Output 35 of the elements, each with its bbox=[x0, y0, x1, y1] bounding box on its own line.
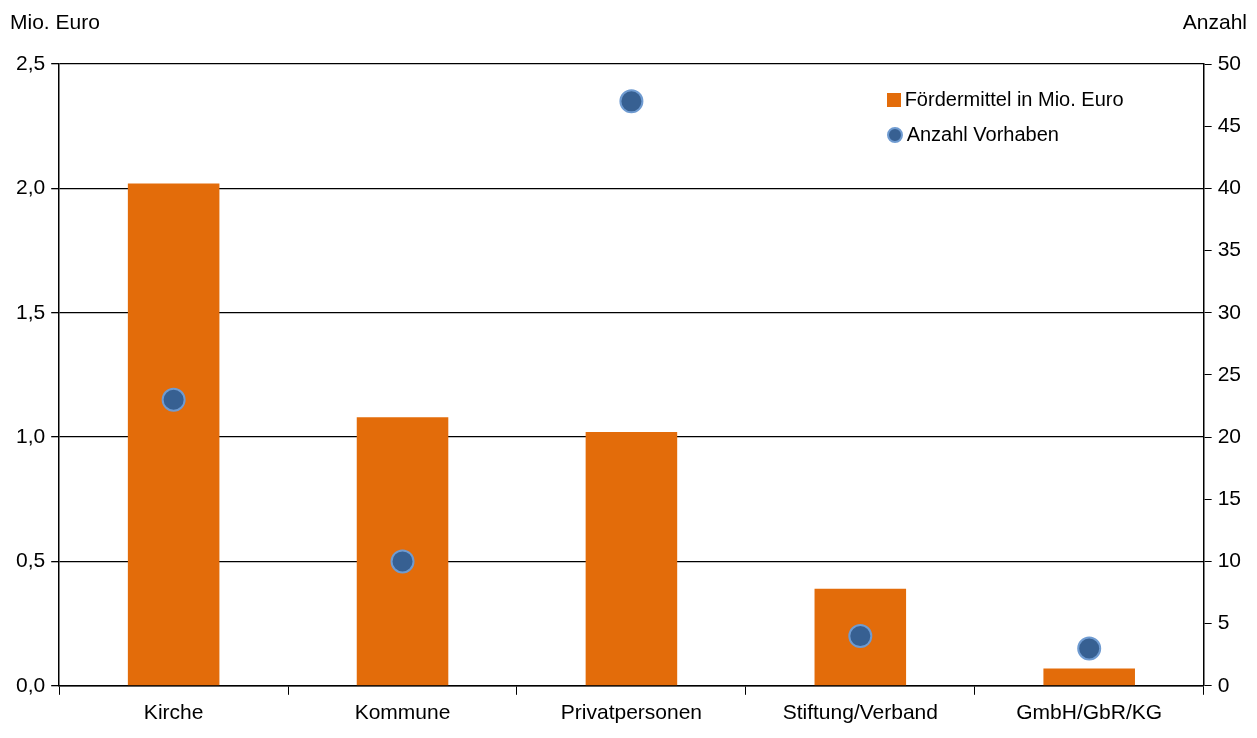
y2-axis-title: Anzahl bbox=[1182, 10, 1247, 34]
point bbox=[161, 387, 186, 412]
legend-label: Fördermittel in Mio. Euro bbox=[904, 88, 1124, 111]
y-tick-label: 1,0 bbox=[15, 423, 46, 447]
bar bbox=[127, 183, 220, 686]
y2-tick-label: 45 bbox=[1217, 112, 1241, 136]
y2-tick-label: 25 bbox=[1217, 361, 1241, 385]
x-tick-label: Privatpersonen bbox=[560, 700, 703, 724]
y-tick-label: 0,0 bbox=[15, 672, 46, 696]
y2-tick-label: 20 bbox=[1217, 423, 1241, 447]
y-tick-label: 1,5 bbox=[15, 299, 46, 323]
bar bbox=[1043, 668, 1135, 686]
y2-tick-label: 35 bbox=[1217, 237, 1241, 261]
y2-tick-label: 10 bbox=[1217, 548, 1241, 572]
y2-tick-label: 50 bbox=[1217, 50, 1241, 74]
x-tick-label: Kommune bbox=[354, 700, 451, 724]
bar bbox=[814, 588, 907, 686]
y-axis-title: Mio. Euro bbox=[10, 10, 100, 34]
x-tick-label: Stiftung/Verband bbox=[782, 700, 938, 724]
legend-label: Anzahl Vorhaben bbox=[906, 123, 1059, 146]
y2-tick-label: 0 bbox=[1217, 672, 1230, 696]
y-tick-label: 0,5 bbox=[15, 548, 46, 572]
x-tick-label: GmbH/GbR/KG bbox=[1016, 700, 1163, 724]
y2-tick-label: 30 bbox=[1217, 299, 1241, 323]
bar bbox=[585, 432, 678, 686]
bar bbox=[356, 417, 449, 686]
y2-tick-label: 40 bbox=[1217, 175, 1241, 199]
point bbox=[1077, 636, 1102, 661]
y2-tick-label: 15 bbox=[1217, 486, 1241, 510]
point bbox=[619, 89, 644, 114]
point bbox=[390, 549, 415, 574]
y2-tick-label: 5 bbox=[1217, 610, 1230, 634]
y-tick-label: 2,5 bbox=[15, 50, 46, 74]
y-tick-label: 2,0 bbox=[15, 175, 46, 199]
x-tick-label: Kirche bbox=[143, 700, 204, 724]
